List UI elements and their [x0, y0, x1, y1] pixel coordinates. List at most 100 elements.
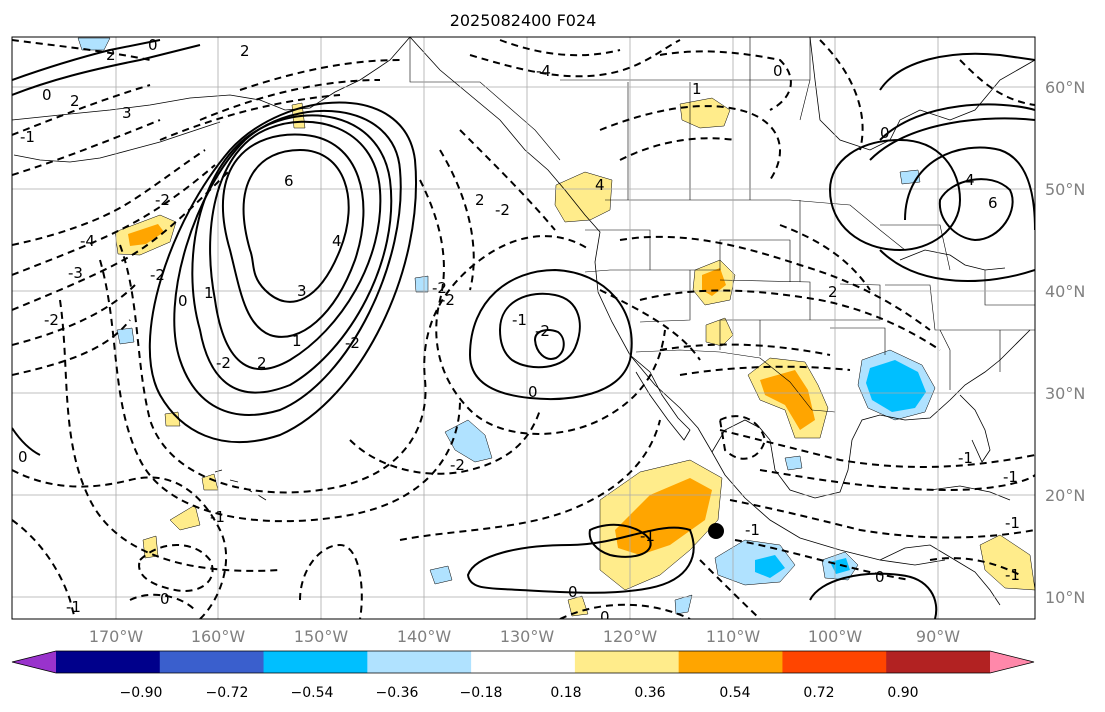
contour-dashed [819, 39, 864, 151]
contour-dashed [129, 593, 196, 611]
shade-lightblue-region [429, 565, 453, 585]
contour-label: 1 [204, 284, 214, 302]
contour-label: -2 [450, 456, 465, 474]
contour-label: 3 [297, 282, 307, 300]
colorbar-labels: −0.90 −0.72 −0.54 −0.36 −0.18 0.18 0.36 … [120, 685, 919, 701]
colorbar: −0.90 −0.72 −0.54 −0.36 −0.18 0.18 0.36 … [11, 650, 1035, 701]
lon-label: 130°W [500, 627, 555, 646]
shade-skyblue-region [755, 555, 785, 578]
contour-label: -1 [1005, 566, 1020, 584]
shaded-regions [77, 37, 1035, 617]
contour-label: -2 [440, 291, 455, 309]
colorbar-tick-label: −0.18 [460, 685, 503, 701]
alaska-canada-border [409, 37, 561, 161]
contour-dashed [12, 149, 206, 246]
contour-dashed [399, 419, 661, 541]
contour-label: -2 [216, 354, 231, 372]
shade-orange-region [615, 478, 712, 555]
contour-solid-zero [12, 427, 41, 456]
contour-label: 0 [42, 86, 52, 104]
gridlines [12, 37, 1035, 619]
shade-orange-region [760, 370, 815, 430]
contour-label: 6 [284, 172, 294, 190]
coastline-alaska [12, 37, 411, 121]
contour-dashed [12, 169, 231, 311]
colorbar-tick-label: 0.36 [634, 685, 665, 701]
colorbar-outline [11, 650, 1035, 674]
contour-label: 2 [70, 92, 80, 110]
colorbar-tick-label: −0.54 [291, 685, 334, 701]
lon-label: 110°W [706, 627, 761, 646]
contour-label: 2 [828, 283, 838, 301]
lon-label: 90°W [916, 627, 960, 646]
contour-label: 0 [160, 590, 170, 608]
us-canada-border [605, 199, 906, 251]
contour-dashed [619, 235, 931, 331]
contour-solid-zero [466, 526, 695, 594]
contour-dashed [679, 365, 851, 376]
contour-label: -4 [80, 232, 95, 250]
shade-lightblue-region [784, 455, 803, 471]
contour-label: 2 [240, 42, 250, 60]
longitude-labels: 170°W 160°W 150°W 140°W 130°W 120°W 110°… [89, 627, 960, 646]
contour-solid [938, 178, 1014, 242]
contour-dashed [12, 84, 151, 136]
colorbar-tick-label: 0.72 [803, 685, 834, 701]
contour-label: 0 [18, 448, 28, 466]
lon-label: 160°W [191, 627, 246, 646]
contour-dashed [12, 469, 228, 619]
contour-label: -1 [1003, 468, 1018, 486]
lat-label: 60°N [1045, 78, 1085, 97]
contour-label: -2 [150, 266, 165, 284]
contour-dashed [419, 179, 666, 435]
contour-dashed [619, 137, 736, 161]
lon-label: 120°W [603, 627, 658, 646]
colorbar-segment [367, 651, 472, 673]
contour-dashed [239, 59, 401, 91]
map-frame [11, 36, 1036, 620]
contour-dashed [599, 289, 701, 361]
contour-dashed [12, 39, 151, 61]
contour-label: 1 [292, 332, 302, 350]
colorbar-segment [782, 651, 887, 673]
hawaii-islands [214, 469, 267, 501]
contour-solid [879, 103, 1035, 141]
coastline-aleutians [13, 121, 221, 163]
colorbar-segments [12, 651, 1034, 673]
contour-dashed [559, 603, 691, 619]
contour-dashed [12, 119, 161, 176]
contour-label: 0 [178, 292, 188, 310]
contour-solid [879, 249, 1035, 283]
contour-dashed [699, 559, 761, 619]
contour-dashed [659, 50, 792, 111]
contour-dashed [12, 519, 76, 619]
contour-label: 4 [332, 232, 342, 250]
shade-lightblue-region [77, 37, 111, 51]
contour-label: 0 [773, 62, 783, 80]
contour-label: -1 [66, 598, 81, 616]
contour-dashed [718, 415, 767, 460]
coastline-gulf [711, 329, 1031, 499]
contour-dashed [459, 129, 556, 231]
contour-label: -4 [536, 62, 551, 80]
contour-dashed [639, 289, 941, 351]
contour-label: 0 [875, 568, 885, 586]
contour-dashed [729, 499, 1035, 539]
contour-label: -1 [640, 527, 655, 545]
lon-label: 150°W [294, 627, 349, 646]
contour-label: 3 [122, 104, 132, 122]
contour-label: 0 [880, 124, 890, 142]
contour-solid [588, 523, 652, 558]
colorbar-segment [886, 651, 991, 673]
colorbar-tick-label: −0.90 [120, 685, 163, 701]
contour-solid [498, 292, 581, 369]
contour-solid-zero [148, 101, 417, 444]
lat-label: 30°N [1045, 384, 1085, 403]
contour-label: -2 [495, 201, 510, 219]
contour-label: 0 [600, 608, 610, 626]
contour-dashed [12, 319, 131, 376]
colorbar-segment [56, 651, 161, 673]
contour-label: -3 [68, 264, 83, 282]
us-mexico-border [635, 349, 836, 413]
contour-solid [879, 52, 1035, 91]
